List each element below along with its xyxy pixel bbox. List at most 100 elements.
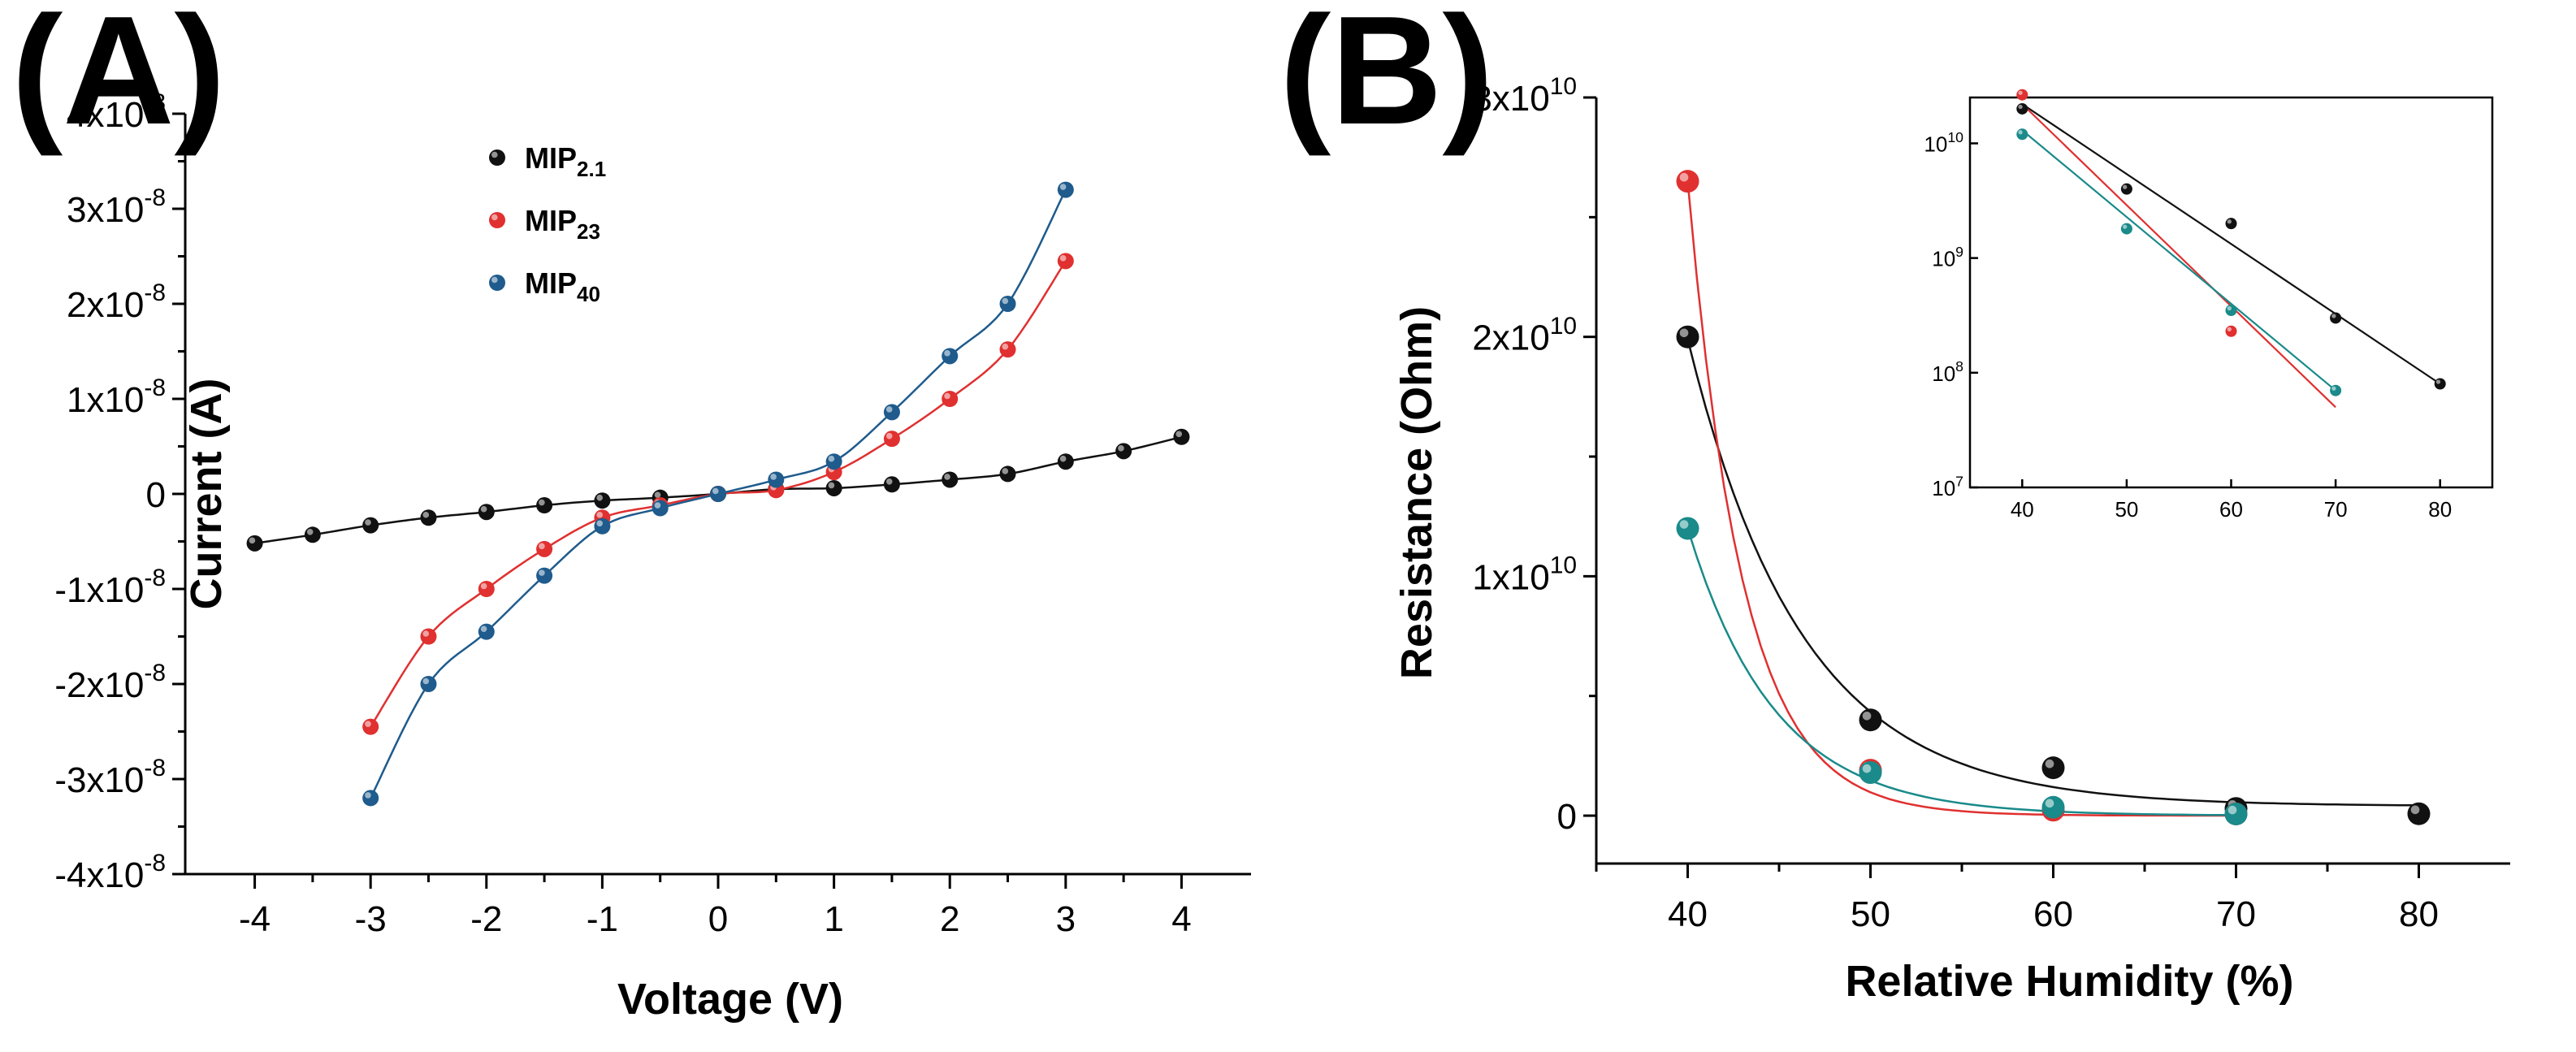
data-point-black-highlight: [1679, 328, 1689, 338]
x-tick-label: 60: [2033, 894, 2073, 934]
data-point-MIP2.1: [883, 476, 900, 493]
data-point-MIP2.1-body: [362, 517, 379, 534]
data-point-MIP40-body: [883, 404, 900, 421]
data-point-teal: [2041, 795, 2065, 819]
inset-data-point-teal-highlight: [2018, 130, 2023, 135]
y-tick-label: 3x10-8: [67, 184, 166, 230]
inset-fit-line-teal: [2021, 129, 2336, 392]
data-point-teal-highlight: [1862, 764, 1872, 773]
inset-data-point-black-body: [2225, 218, 2237, 230]
data-point-MIP2.1-highlight: [654, 491, 661, 498]
inset-data-point-black-body: [2016, 102, 2028, 115]
inset-data-point-black-highlight: [2227, 219, 2232, 224]
data-point-MIP40-body: [768, 471, 785, 488]
y-tick-label: 0: [146, 475, 166, 515]
data-point-teal-highlight: [1679, 520, 1689, 529]
inset-data-point-teal-body: [2120, 223, 2132, 235]
legend-marker-MIP23-highlight: [491, 214, 498, 221]
data-point-MIP2.1-highlight: [944, 474, 950, 480]
data-point-MIP2.1-body: [478, 504, 495, 521]
inset-data-point-black-highlight: [2123, 184, 2128, 189]
data-point-MIP2.1: [1115, 443, 1132, 460]
data-point-MIP40: [594, 517, 611, 535]
x-tick-label: -4: [239, 899, 271, 939]
data-point-teal-highlight: [2045, 799, 2054, 808]
data-point-MIP23-highlight: [944, 392, 950, 400]
data-point-MIP2.1: [1173, 428, 1190, 445]
data-point-MIP2.1-body: [1057, 453, 1074, 470]
legend-marker-MIP40: [489, 275, 505, 291]
data-point-MIP2.1-body: [246, 535, 263, 552]
data-point-black: [2407, 802, 2431, 825]
inset-data-point-black: [2016, 102, 2028, 115]
x-tick-label: 4: [1171, 899, 1191, 939]
inset-x-tick-label: 50: [2115, 497, 2138, 522]
data-point-MIP2.1-body: [1115, 443, 1132, 460]
panel-label-b: (B): [1279, 0, 1494, 157]
data-point-MIP23-highlight: [1002, 343, 1009, 350]
inset-x-tick-label: 80: [2428, 497, 2452, 522]
data-point-MIP40: [883, 404, 900, 421]
legend-marker-MIP40-highlight: [491, 276, 498, 284]
data-point-MIP2.1: [594, 492, 611, 509]
legend-marker-MIP2.1-body: [489, 149, 505, 166]
y-axis-title: Current (A): [182, 379, 231, 610]
data-point-MIP40-body: [420, 676, 437, 692]
data-point-MIP2.1-body: [304, 526, 321, 543]
data-point-teal: [1676, 517, 1699, 540]
inset-data-point-teal-body: [2016, 128, 2028, 141]
data-point-MIP2.1-highlight: [828, 482, 835, 489]
data-point-MIP2.1-highlight: [1118, 445, 1124, 452]
inset-data-point-red: [2016, 89, 2028, 101]
data-point-black-body: [2407, 802, 2431, 825]
data-point-MIP2.1: [825, 479, 842, 496]
y-tick-label: 1x10-8: [67, 374, 166, 420]
fit-line-red: [1686, 180, 2236, 817]
data-point-MIP23-body: [1057, 253, 1074, 270]
data-point-MIP40-highlight: [944, 350, 950, 357]
data-point-MIP40: [825, 453, 842, 470]
data-point-black-body: [2041, 756, 2065, 780]
data-point-MIP40: [1057, 181, 1074, 198]
data-point-MIP23-highlight: [480, 582, 487, 590]
data-point-MIP2.1-body: [536, 497, 553, 514]
inset-data-point-teal: [2225, 305, 2237, 317]
inset-data-point-black: [2225, 218, 2237, 230]
x-tick-label: 3: [1056, 899, 1076, 939]
fit-line-black: [1686, 339, 2419, 807]
data-point-black-highlight: [1862, 711, 1872, 721]
data-point-MIP23: [536, 540, 553, 557]
data-point-MIP2.1: [478, 504, 495, 521]
data-point-MIP40-body: [710, 486, 726, 502]
data-point-MIP40-body: [652, 500, 669, 517]
legend-marker-MIP2.1: [489, 149, 505, 166]
data-point-teal: [2224, 802, 2248, 825]
inset-x-tick-label: 60: [2219, 497, 2243, 522]
data-point-black-body: [1676, 325, 1699, 349]
data-point-red-highlight: [1679, 172, 1689, 182]
y-tick-label: 3x1010: [1472, 73, 1577, 119]
data-point-MIP23-highlight: [885, 432, 893, 439]
data-point-MIP23-body: [883, 431, 900, 448]
x-tick-label: -1: [587, 899, 618, 939]
data-point-MIP2.1: [420, 509, 437, 526]
data-point-MIP23: [883, 431, 900, 448]
data-point-MIP40-body: [536, 567, 553, 584]
inset-data-point-teal-highlight: [2227, 305, 2232, 311]
data-point-black-body: [1859, 708, 1882, 732]
x-tick-label: 1: [824, 899, 843, 939]
inset-data-point-red-highlight: [2018, 90, 2023, 95]
data-point-MIP40-body: [1057, 181, 1074, 198]
data-point-teal-body: [2224, 802, 2248, 825]
data-point-MIP2.1: [304, 526, 321, 543]
data-point-MIP2.1: [1057, 453, 1074, 470]
panel-label-a: (A): [11, 0, 226, 157]
y-tick-label: 0: [1557, 797, 1577, 837]
legend-label-MIP2.1: MIP2.1: [525, 141, 606, 181]
data-point-MIP40-highlight: [770, 474, 777, 480]
data-point-MIP2.1-body: [1173, 428, 1190, 445]
data-point-MIP23: [478, 581, 495, 597]
inset-data-point-black-highlight: [2435, 379, 2441, 384]
x-tick-label: 40: [1668, 894, 1708, 934]
data-point-MIP2.1-highlight: [306, 529, 314, 535]
